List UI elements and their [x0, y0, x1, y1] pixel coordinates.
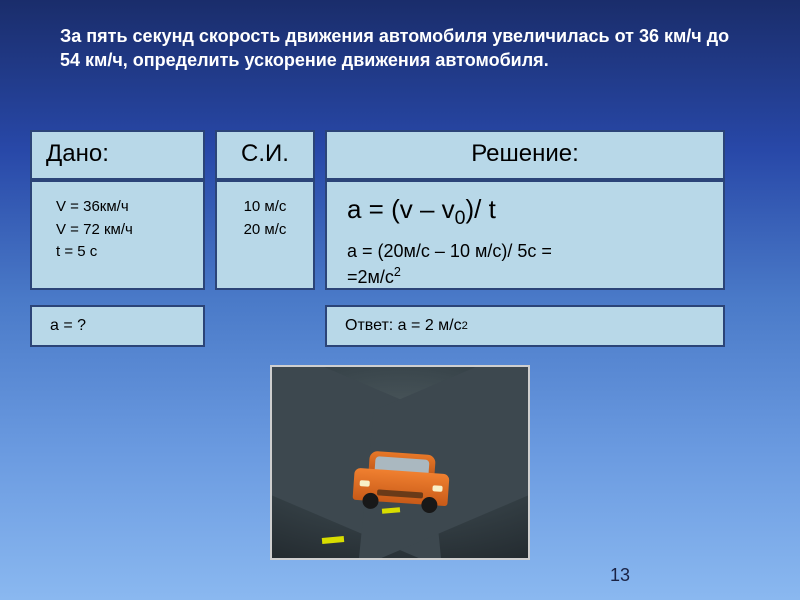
find-box: а = ? — [30, 305, 205, 347]
car-tunnel-image — [270, 365, 530, 560]
calc-line-1: а = (20м/с – 10 м/с)/ 5с = — [347, 241, 552, 261]
given-content: V = 36км/ч V = 72 км/ч t = 5 с — [30, 180, 205, 290]
solution-formula: а = (v – v0)/ t — [339, 190, 711, 230]
si-header: С.И. — [215, 130, 315, 180]
answer-prefix: Ответ: а = 2 м/с — [345, 317, 462, 335]
solution-header: Решение: — [325, 130, 725, 180]
page-number: 13 — [610, 565, 630, 586]
si-line-1: 10 м/с — [229, 196, 301, 219]
given-line-1: V = 36км/ч — [56, 196, 191, 219]
given-header: Дано: — [30, 130, 205, 180]
car-icon — [352, 445, 451, 516]
problem-statement: За пять секунд скорость движения автомоб… — [60, 24, 740, 73]
si-content: 10 м/с 20 м/с — [215, 180, 315, 290]
si-line-2: 20 м/с — [229, 219, 301, 242]
solution-calc: а = (20м/с – 10 м/с)/ 5с = =2м/с2 — [339, 240, 711, 289]
answer-box: Ответ: а = 2 м/с2 — [325, 305, 725, 347]
given-line-2: V = 72 км/ч — [56, 219, 191, 242]
answer-sup: 2 — [462, 320, 468, 332]
calc-line-2-prefix: =2м/с — [347, 267, 394, 287]
given-line-3: t = 5 с — [56, 241, 191, 264]
calc-line-2-sup: 2 — [394, 265, 401, 279]
solution-content: а = (v – v0)/ t а = (20м/с – 10 м/с)/ 5с… — [325, 180, 725, 290]
